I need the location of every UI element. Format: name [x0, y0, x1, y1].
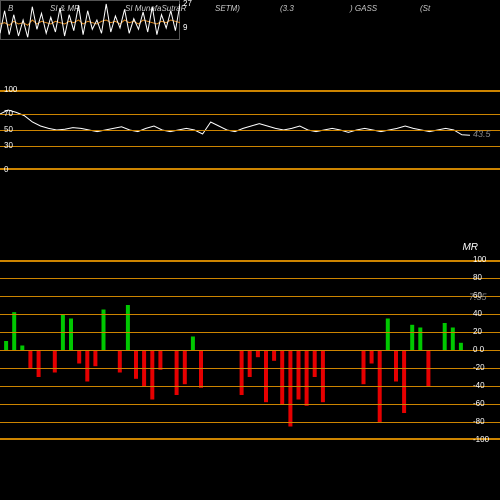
- axis-label: 0 0: [473, 345, 484, 354]
- gridline: [0, 350, 500, 351]
- mr-bar: [459, 343, 463, 350]
- mr-bar: [158, 350, 162, 370]
- mr-bar: [69, 319, 73, 351]
- panel-border: [0, 438, 500, 440]
- axis-label: 20: [473, 327, 482, 336]
- mr-bar: [150, 350, 154, 400]
- header-item: (3.3: [280, 4, 294, 13]
- mr-bar: [451, 328, 455, 351]
- mr-bar: [77, 350, 81, 364]
- gridline: [0, 114, 500, 115]
- mr-bar: [37, 350, 41, 377]
- mr-bar: [443, 323, 447, 350]
- mr-bar: [102, 310, 106, 351]
- axis-label: -100: [473, 435, 489, 444]
- axis-label: 0: [4, 165, 8, 174]
- mr-bar: [134, 350, 138, 379]
- gridline: [0, 404, 500, 405]
- axis-label: 70: [4, 109, 13, 118]
- mr-bar: [288, 350, 292, 427]
- panel-border: [0, 168, 500, 170]
- footer-chart-svg: [0, 0, 180, 40]
- mr-bar: [272, 350, 276, 361]
- mr-panel: MR100806040200 0-20-40-60-80-1007.35: [0, 260, 500, 440]
- current-value-label: 7.35: [469, 292, 487, 302]
- gridline: [0, 130, 500, 131]
- panel-title: MR: [462, 242, 478, 253]
- axis-label: 100: [4, 85, 17, 94]
- mr-bar: [28, 350, 32, 368]
- mr-bar: [4, 341, 8, 350]
- rsi-panel: 100705030043.5: [0, 90, 500, 170]
- mr-bar: [264, 350, 268, 402]
- mr-bar: [386, 319, 390, 351]
- axis-label: -60: [473, 399, 485, 408]
- mr-bar: [85, 350, 89, 382]
- mr-bar: [175, 350, 179, 395]
- gridline: [0, 332, 500, 333]
- current-value-label: 43.5: [473, 129, 491, 139]
- gridline: [0, 368, 500, 369]
- gridline: [0, 296, 500, 297]
- gridline: [0, 314, 500, 315]
- mr-bar: [191, 337, 195, 351]
- axis-label: -40: [473, 381, 485, 390]
- header-item: (St: [420, 4, 430, 13]
- mr-bar: [370, 350, 374, 364]
- mr-bar: [321, 350, 325, 402]
- axis-label: 50: [4, 125, 13, 134]
- mr-bar: [118, 350, 122, 373]
- mr-bar: [305, 350, 309, 406]
- header-item: ) GASS: [350, 4, 377, 13]
- mr-bar: [297, 350, 301, 400]
- mr-bar: [280, 350, 284, 404]
- mr-bar: [53, 350, 57, 373]
- mr-bar: [394, 350, 398, 382]
- axis-label: 30: [4, 141, 13, 150]
- axis-label: -20: [473, 363, 485, 372]
- mr-bar: [418, 328, 422, 351]
- mr-bar: [93, 350, 97, 366]
- gridline: [0, 386, 500, 387]
- panel-border: [0, 90, 500, 92]
- axis-label: 80: [473, 273, 482, 282]
- footer-line-white: [0, 4, 180, 37]
- axis-label: 40: [473, 309, 482, 318]
- mr-bar: [126, 305, 130, 350]
- axis-label: 100: [473, 255, 486, 264]
- footer-panel: 279: [0, 0, 180, 40]
- mr-bar: [248, 350, 252, 377]
- axis-label: 27: [183, 0, 192, 8]
- axis-label: 9: [183, 23, 187, 32]
- gridline: [0, 146, 500, 147]
- gridline: [0, 278, 500, 279]
- axis-label: -80: [473, 417, 485, 426]
- mr-bar: [256, 350, 260, 357]
- panel-border: [0, 260, 500, 262]
- gridline: [0, 422, 500, 423]
- mr-bar: [240, 350, 244, 395]
- header-item: SETM): [215, 4, 240, 13]
- mr-bar: [313, 350, 317, 377]
- mr-bar: [410, 325, 414, 350]
